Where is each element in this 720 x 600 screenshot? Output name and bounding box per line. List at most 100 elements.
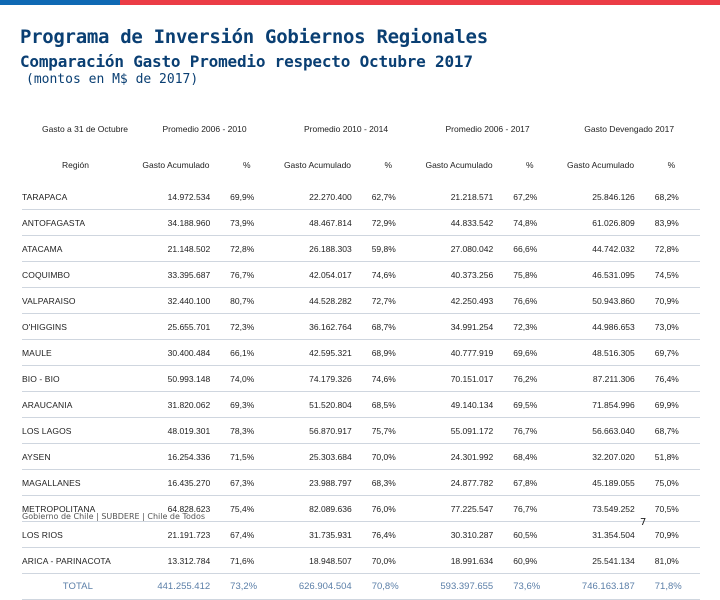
percent-cell: 69,9%: [218, 184, 276, 210]
amount-cell: 51.520.804: [275, 391, 360, 418]
region-name: O'HIGGINS: [22, 313, 134, 340]
amount-cell: 48.467.814: [275, 209, 360, 236]
percent-cell: 72,9%: [359, 209, 417, 236]
amount-cell: 45.189.055: [558, 469, 643, 496]
percent-cell: 70,0%: [359, 547, 417, 574]
amount-cell: 30.310.287: [416, 521, 502, 548]
amount-cell: 42.250.493: [416, 287, 502, 314]
amount-cell: 746.163.187: [558, 573, 643, 600]
amount-cell: 49.140.134: [416, 391, 502, 418]
percent-cell: 67,2%: [501, 184, 559, 210]
region-name: LOS LAGOS: [22, 417, 134, 444]
region-name: AYSEN: [22, 443, 134, 470]
amount-cell: 34.991.254: [416, 313, 502, 340]
percent-cell: 73,9%: [218, 209, 276, 236]
percent-cell: 75,8%: [501, 261, 559, 288]
amount-cell: 27.080.042: [416, 235, 502, 262]
percent-cell: 69,9%: [642, 391, 700, 418]
amount-cell: 74.179.326: [275, 365, 360, 392]
slide-title: Programa de Inversión Gobiernos Regional…: [20, 26, 488, 48]
amount-cell: 40.777.919: [416, 339, 502, 366]
amount-cell: 40.373.256: [416, 261, 502, 288]
amount-cell: 441.255.412: [133, 573, 219, 600]
amount-cell: 73.549.252: [558, 495, 643, 522]
percent-cell: 51,8%: [642, 443, 700, 470]
region-name: METROPOLITANA: [22, 495, 134, 522]
region-name: ANTOFAGASTA: [22, 209, 134, 236]
percent-cell: 60,9%: [501, 547, 559, 574]
amount-cell: 44.986.653: [558, 313, 643, 340]
percent-cell: 76,7%: [501, 417, 559, 444]
table-row: METROPOLITANA 64.828.623 75,4% 82.089.636 76…: [22, 495, 700, 522]
percent-cell: 70,8%: [359, 573, 417, 600]
percent-cell: 71,5%: [218, 443, 276, 470]
amount-cell: 87.211.306: [558, 365, 643, 392]
amount-cell: 25.541.134: [558, 547, 643, 574]
amount-cell: 24.301.992: [416, 443, 502, 470]
percent-cell: 76,7%: [218, 261, 276, 288]
amount-cell: 25.846.126: [558, 184, 643, 210]
region-name: ATACAMA: [22, 235, 134, 262]
amount-cell: 24.877.782: [416, 469, 502, 496]
percent-cell: 73,0%: [642, 313, 700, 340]
percent-cell: 69,7%: [642, 339, 700, 366]
percent-cell: 75,7%: [359, 417, 417, 444]
percent-cell: 66,1%: [218, 339, 276, 366]
percent-cell: 67,4%: [218, 521, 276, 548]
percent-cell: 67,3%: [218, 469, 276, 496]
amount-cell: 30.400.484: [133, 339, 219, 366]
percent-cell: 72,8%: [642, 235, 700, 262]
amount-cell: 56.663.040: [558, 417, 643, 444]
percent-cell: 68,2%: [642, 184, 700, 210]
amount-header: Gasto Acumulado: [567, 159, 635, 170]
amount-cell: 64.828.623: [133, 495, 219, 522]
page-number: 7: [640, 517, 647, 528]
amount-cell: 56.870.917: [275, 417, 360, 444]
percent-cell: 74,6%: [359, 365, 417, 392]
amount-cell: 25.655.701: [133, 313, 219, 340]
region-name: BIO - BIO: [22, 365, 134, 392]
table-body: TARAPACA 14.972.534 69,9% 22.270.400 62,7% 21…: [22, 184, 700, 600]
amount-cell: 626.904.504: [275, 573, 360, 600]
amount-header: Gasto Acumulado: [142, 159, 210, 170]
table-row: O'HIGGINS 25.655.701 72,3% 36.162.764 68,7% 3…: [22, 313, 700, 340]
group-header: Promedio 2006 - 2010: [162, 123, 247, 134]
table-row: COQUIMBO 33.395.687 76,7% 42.054.017 74,6% 40…: [22, 261, 700, 288]
region-header: Región: [62, 159, 89, 170]
percent-cell: 68,7%: [359, 313, 417, 340]
amount-cell: 48.516.305: [558, 339, 643, 366]
amount-cell: 16.254.336: [133, 443, 219, 470]
amount-cell: 31.354.504: [558, 521, 643, 548]
percent-cell: 76,2%: [501, 365, 559, 392]
percent-cell: 72,7%: [359, 287, 417, 314]
amount-header: Gasto Acumulado: [283, 159, 352, 170]
percent-cell: 70,0%: [359, 443, 417, 470]
amount-cell: 18.948.507: [275, 547, 360, 574]
percent-cell: 81,0%: [642, 547, 700, 574]
table-row: MAULE 30.400.484 66,1% 42.595.321 68,9% 40.77…: [22, 339, 700, 366]
amount-cell: 70.151.017: [416, 365, 502, 392]
amount-cell: 50.993.148: [133, 365, 219, 392]
table-row: TARAPACA 14.972.534 69,9% 22.270.400 62,7% 21…: [22, 184, 700, 210]
slide-subtitle: Comparación Gasto Promedio respecto Octu…: [20, 52, 473, 71]
amount-cell: 71.854.996: [558, 391, 643, 418]
percent-cell: 70,9%: [642, 287, 700, 314]
table-row: LOS RIOS 21.191.723 67,4% 31.735.931 76,4% 30…: [22, 521, 700, 548]
total-row: TOTAL 441.255.412 73,2% 626.904.504 70,8% 593…: [22, 573, 700, 600]
amount-cell: 48.019.301: [133, 417, 219, 444]
corner-label: Gasto a 31 de Octubre: [42, 123, 128, 134]
percent-cell: 68,7%: [642, 417, 700, 444]
amount-cell: 55.091.172: [416, 417, 502, 444]
percent-cell: 76,7%: [501, 495, 559, 522]
amount-cell: 36.162.764: [275, 313, 360, 340]
percent-header: %: [667, 159, 676, 170]
percent-cell: 72,3%: [218, 313, 276, 340]
top-bar-red-segment: [120, 0, 720, 5]
amount-cell: 61.026.809: [558, 209, 643, 236]
amount-cell: 25.303.684: [275, 443, 360, 470]
percent-cell: 76,4%: [642, 365, 700, 392]
amount-cell: 32.207.020: [558, 443, 643, 470]
amount-cell: 44.742.032: [558, 235, 643, 262]
amount-cell: 31.820.062: [133, 391, 219, 418]
amount-cell: 44.528.282: [275, 287, 360, 314]
